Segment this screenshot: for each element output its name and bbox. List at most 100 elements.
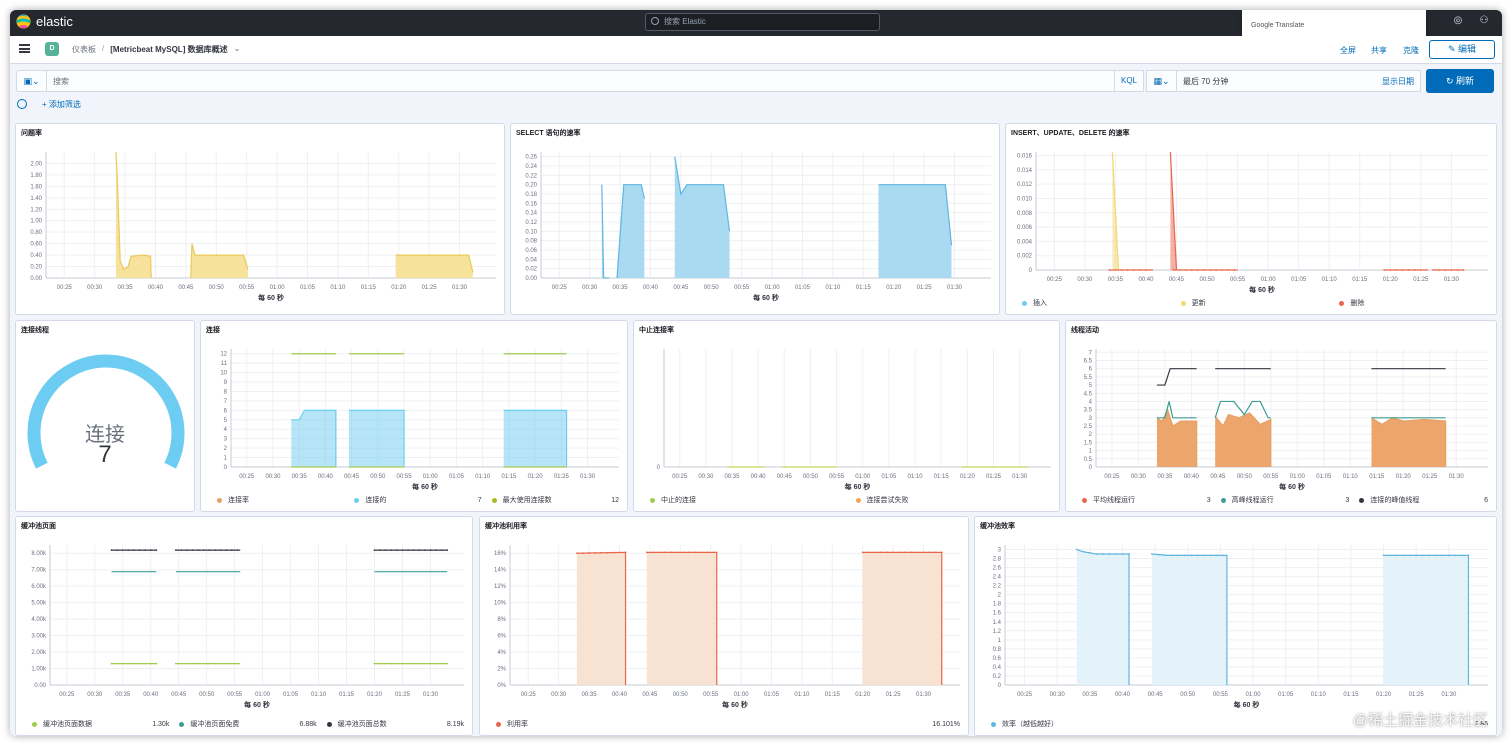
legend-item[interactable]: 删除: [1339, 298, 1488, 308]
legend-item[interactable]: 连接尝试失败: [855, 495, 1052, 505]
series-point: [1145, 269, 1147, 271]
x-tick-label: 01:15: [1343, 692, 1359, 698]
legend-item[interactable]: 插入: [1022, 298, 1171, 308]
legend-item[interactable]: 更新: [1180, 298, 1330, 308]
y-tick-label: 0.6: [993, 656, 1002, 662]
series-point: [144, 549, 147, 552]
series-line: [601, 184, 610, 279]
panel-p4[interactable]: 连接 12 11 10 9 8 7 6 5 4 3 2 1 0 00:25 00:30 00:35 00:40 00…: [200, 320, 628, 512]
series-area: [1156, 409, 1197, 467]
series-point: [928, 551, 931, 554]
x-tick-label: 01:20: [528, 474, 544, 480]
panel-p3[interactable]: 连接线程 连接 7: [15, 320, 195, 512]
series-point: [214, 549, 216, 552]
series-point: [429, 549, 432, 552]
chevron-down-icon[interactable]: ⌄: [233, 44, 241, 53]
refresh-button[interactable]: ↻ 刷新: [1426, 69, 1494, 93]
legend-item[interactable]: 效率（越低越好） 2.86: [991, 719, 1488, 729]
chart-p9: 3 2.8 2.6 2.4 2.2 2 1.8 1.6 1.4 1.2 1 0.8 0.6 0.4 0.2 0…: [993, 545, 1488, 709]
panel-p6[interactable]: 线程活动 7 6.5 6 5.5 5 4.5 4 3.5 3 2.5 2 1.5 1 0.5 0 00:25 00…: [1065, 320, 1497, 512]
legend-item[interactable]: 最大使用连接数 12: [491, 495, 619, 505]
add-filter-button[interactable]: + 添加筛选: [42, 100, 81, 109]
show-dates-link[interactable]: 显示日期: [1382, 77, 1414, 86]
x-tick-label: 01:10: [1343, 474, 1359, 480]
legend-item[interactable]: 缓冲池页面总数 8.19k: [326, 719, 464, 729]
series-point: [1233, 269, 1236, 271]
edit-label: 编辑: [1458, 44, 1477, 54]
chart-p7: 8.00k 7.00k 6.00k 5.00k 4.00k 3.00k 2.00k 1.00k…: [31, 545, 464, 709]
clone-link[interactable]: 克隆: [1403, 46, 1419, 55]
panel-p5[interactable]: 中止连接率 0 00:25 00:30 00:35 00:40 00:45 00:50 00:5…: [633, 320, 1060, 512]
panel-title: 问题率: [21, 130, 42, 137]
series-point: [127, 549, 130, 552]
google-translate-popup[interactable]: Google Translate: [1242, 10, 1426, 40]
panel-p9[interactable]: 缓冲池效率 3 2.8 2.6 2.4 2.2 2 1.8 1.6 1.4 1.2 1 0.8 0.6 0.…: [974, 516, 1497, 736]
x-tick-label: 01:10: [825, 285, 841, 291]
legend-item[interactable]: 连接的峰值线程 6: [1359, 495, 1488, 505]
y-tick-label: 4: [1089, 399, 1093, 405]
edit-button[interactable]: ✎ 编辑: [1429, 40, 1495, 59]
legend-dot: [179, 721, 185, 727]
series-point: [423, 549, 426, 552]
legend-item[interactable]: 缓冲池页面免费 6.88k: [179, 719, 317, 729]
user-icon[interactable]: ⚇: [1479, 15, 1489, 26]
y-tick-label: 2.4: [993, 575, 1002, 581]
y-tick-label: 4%: [497, 650, 506, 656]
x-tick-label: 01:05: [300, 285, 316, 291]
filter-icon[interactable]: [17, 99, 27, 109]
series-area: [1215, 412, 1271, 467]
series-point: [379, 662, 381, 665]
series-area: [862, 552, 942, 685]
date-picker[interactable]: ▦⌄ 最后 70 分钟 显示日期: [1146, 70, 1421, 92]
legend-label: 连接尝试失败: [866, 497, 909, 504]
menu-icon[interactable]: [19, 44, 30, 53]
x-tick-label: 00:25: [521, 692, 537, 698]
panel-p2[interactable]: INSERT、UPDATE、DELETE 的速率 0.016 0.014 0.012 0…: [1005, 123, 1497, 315]
panel-p0[interactable]: 问题率 2.00 1.80 1.60 1.40 1.20 1.00 0.80 0.60 0.40 0…: [15, 123, 505, 315]
panel-p7[interactable]: 缓冲池页面 8.00k 7.00k 6.00k 5.00k 4.00k 3.00k 2.00k…: [15, 516, 473, 736]
series-point: [1190, 554, 1192, 557]
kql-toggle[interactable]: KQL: [1114, 70, 1144, 92]
y-tick-label: 2.6: [993, 566, 1002, 572]
connection-gauge: [27, 354, 185, 469]
query-input[interactable]: ▣⌄ 搜索: [16, 70, 1116, 92]
panel-p1[interactable]: SELECT 语句的速率 0.26 0.24 0.22 0.20 0.18 0.16 0.14…: [510, 123, 1000, 315]
legend-item[interactable]: 中止的连接: [650, 495, 846, 505]
legend-dot: [354, 497, 360, 503]
chart-p0: 2.00 1.80 1.60 1.40 1.20 1.00 0.80 0.60 0.40 0.20…: [30, 151, 496, 302]
legend-item[interactable]: 平均线程运行 3: [1082, 495, 1211, 505]
y-tick-label: 0.10: [525, 229, 537, 235]
legend-dot: [1220, 497, 1226, 503]
panel-p8[interactable]: 缓冲池利用率 16% 14% 12% 10% 8% 6% 4% 2% 0% 00:25 00:30 00…: [479, 516, 969, 736]
legend-item[interactable]: 利用率 16.101%: [496, 719, 960, 729]
x-tick-label: 00:55: [1213, 692, 1229, 698]
y-tick-label: 6.00k: [31, 584, 47, 590]
elastic-logo[interactable]: elastic: [16, 14, 73, 29]
fullscreen-link[interactable]: 全屏: [1340, 46, 1356, 55]
global-search-input[interactable]: 搜索 Elastic: [645, 13, 880, 31]
calendar-icon[interactable]: ▦⌄: [1147, 71, 1177, 91]
legend-item[interactable]: 连接的 7: [354, 495, 482, 505]
series-point: [429, 662, 432, 665]
y-tick-label: 0.008: [1017, 211, 1033, 217]
space-avatar[interactable]: D: [45, 42, 59, 56]
breadcrumb-dashboards[interactable]: 仪表板: [72, 45, 96, 54]
series-point: [202, 662, 205, 665]
panel-title: INSERT、UPDATE、DELETE 的速率: [1011, 130, 1130, 137]
x-tick-label: 01:20: [886, 285, 902, 291]
series-point: [149, 549, 152, 552]
series-point: [180, 549, 183, 552]
legend-item[interactable]: 高峰线程运行 3: [1220, 495, 1349, 505]
y-tick-label: 1.60: [30, 184, 42, 190]
legend-dot: [855, 497, 861, 503]
series-point: [1421, 554, 1424, 557]
saved-query-icon[interactable]: ▣⌄: [17, 71, 47, 91]
series-area: [1383, 555, 1469, 685]
series-point: [1183, 554, 1186, 557]
y-tick-label: 2: [224, 446, 228, 452]
share-link[interactable]: 共享: [1371, 46, 1387, 55]
help-icon[interactable]: ◎: [1453, 15, 1463, 26]
legend-item[interactable]: 缓冲池页面数据 1.30k: [32, 719, 169, 729]
x-tick-label: 00:40: [318, 474, 334, 480]
legend-item[interactable]: 连接率: [217, 495, 344, 505]
